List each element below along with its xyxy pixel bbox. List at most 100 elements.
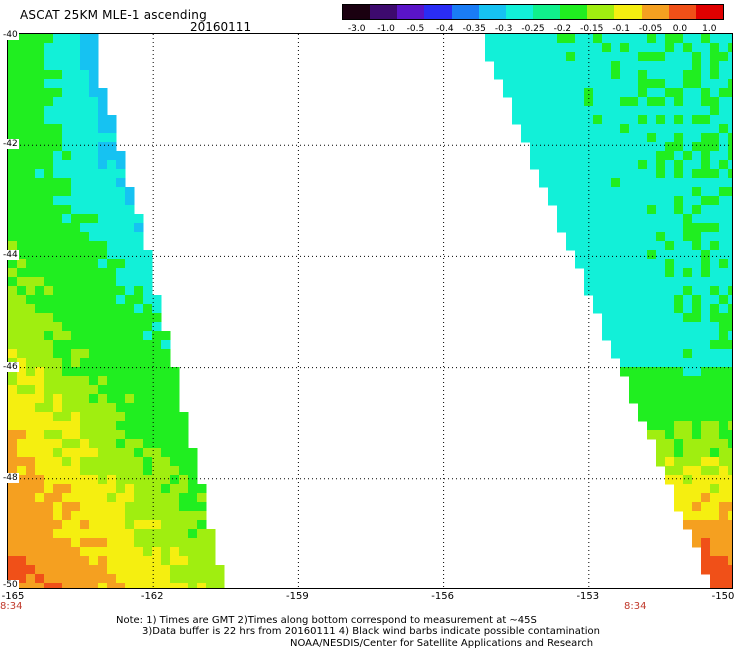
swath-cell	[629, 178, 639, 188]
swath-cell	[89, 178, 99, 188]
swath-cell	[53, 133, 63, 143]
swath-cell	[602, 223, 612, 233]
swath-cell	[674, 169, 684, 179]
swath-cell	[62, 88, 72, 98]
swath-cell	[44, 124, 54, 134]
swath-cell	[161, 565, 171, 575]
swath-cell	[98, 466, 108, 476]
swath-cell	[8, 52, 18, 62]
swath-cell	[71, 232, 81, 242]
swath-cell	[593, 43, 603, 53]
swath-cell	[44, 331, 54, 341]
swath-cell	[656, 286, 666, 296]
swath-cell	[719, 187, 729, 197]
swath-cell	[584, 160, 594, 170]
swath-cell	[656, 313, 666, 323]
swath-cell	[530, 79, 540, 89]
swath-cell	[611, 196, 621, 206]
swath-cell	[8, 115, 18, 125]
swath-cell	[701, 556, 711, 566]
swath-cell	[611, 241, 621, 251]
swath-cell	[611, 223, 621, 233]
swath-cell	[683, 115, 693, 125]
swath-cell	[170, 475, 180, 485]
swath-cell	[44, 214, 54, 224]
swath-cell	[125, 538, 135, 548]
swath-cell	[125, 241, 135, 251]
swath-cell	[665, 340, 675, 350]
swath-cell	[593, 304, 603, 314]
swath-cell	[530, 160, 540, 170]
swath-cell	[89, 547, 99, 557]
swath-cell	[44, 106, 54, 116]
swath-cell	[638, 304, 648, 314]
swath-cell	[197, 493, 207, 503]
swath-cell	[665, 250, 675, 260]
latitude-label: -50	[2, 580, 19, 590]
swath-cell	[188, 511, 198, 521]
swath-cell	[17, 574, 27, 584]
swath-cell	[53, 547, 63, 557]
swath-cell	[638, 187, 648, 197]
swath-cell	[656, 160, 666, 170]
swath-cell	[71, 304, 81, 314]
swath-cell	[53, 538, 63, 548]
swath-cell	[62, 250, 72, 260]
swath-cell	[728, 61, 732, 71]
swath-cell	[656, 304, 666, 314]
swath-cell	[197, 565, 207, 575]
swath-cell	[728, 214, 732, 224]
swath-cell	[683, 520, 693, 530]
swath-cell	[152, 484, 162, 494]
swath-cell	[125, 448, 135, 458]
swath-cell	[107, 583, 117, 588]
swath-cell	[53, 520, 63, 530]
swath-cell	[701, 97, 711, 107]
swath-cell	[107, 151, 117, 161]
swath-cell	[98, 448, 108, 458]
swath-cell	[719, 61, 729, 71]
swath-cell	[71, 43, 81, 53]
swath-cell	[683, 430, 693, 440]
colorbar-segment	[343, 5, 371, 19]
swath-cell	[17, 115, 27, 125]
swath-cell	[701, 295, 711, 305]
swath-cell	[665, 304, 675, 314]
swath-cell	[674, 223, 684, 233]
swath-cell	[665, 403, 675, 413]
swath-cell	[98, 358, 108, 368]
swath-cell	[170, 376, 180, 386]
swath-cell	[62, 385, 72, 395]
swath-cell	[683, 403, 693, 413]
swath-cell	[674, 412, 684, 422]
swath-cell	[125, 259, 135, 269]
swath-cell	[647, 340, 657, 350]
swath-cell	[701, 322, 711, 332]
swath-cell	[62, 502, 72, 512]
swath-cell	[62, 412, 72, 422]
swath-cell	[125, 376, 135, 386]
swath-cell	[161, 466, 171, 476]
swath-cell	[710, 430, 720, 440]
swath-cell	[197, 484, 207, 494]
swath-cell	[26, 268, 36, 278]
swath-cell	[620, 196, 630, 206]
swath-cell	[134, 313, 144, 323]
swath-cell	[647, 385, 657, 395]
swath-cell	[170, 529, 180, 539]
swath-cell	[35, 178, 45, 188]
swath-cell	[98, 115, 108, 125]
swath-cell	[35, 106, 45, 116]
swath-cell	[557, 124, 567, 134]
swath-cell	[62, 529, 72, 539]
swath-cell	[35, 223, 45, 233]
swath-cell	[548, 61, 558, 71]
swath-cell	[629, 313, 639, 323]
swath-cell	[161, 403, 171, 413]
swath-cell	[125, 421, 135, 431]
swath-cell	[125, 313, 135, 323]
swath-cell	[116, 151, 126, 161]
swath-cell	[719, 538, 729, 548]
swath-cell	[170, 502, 180, 512]
swath-cell	[539, 178, 549, 188]
